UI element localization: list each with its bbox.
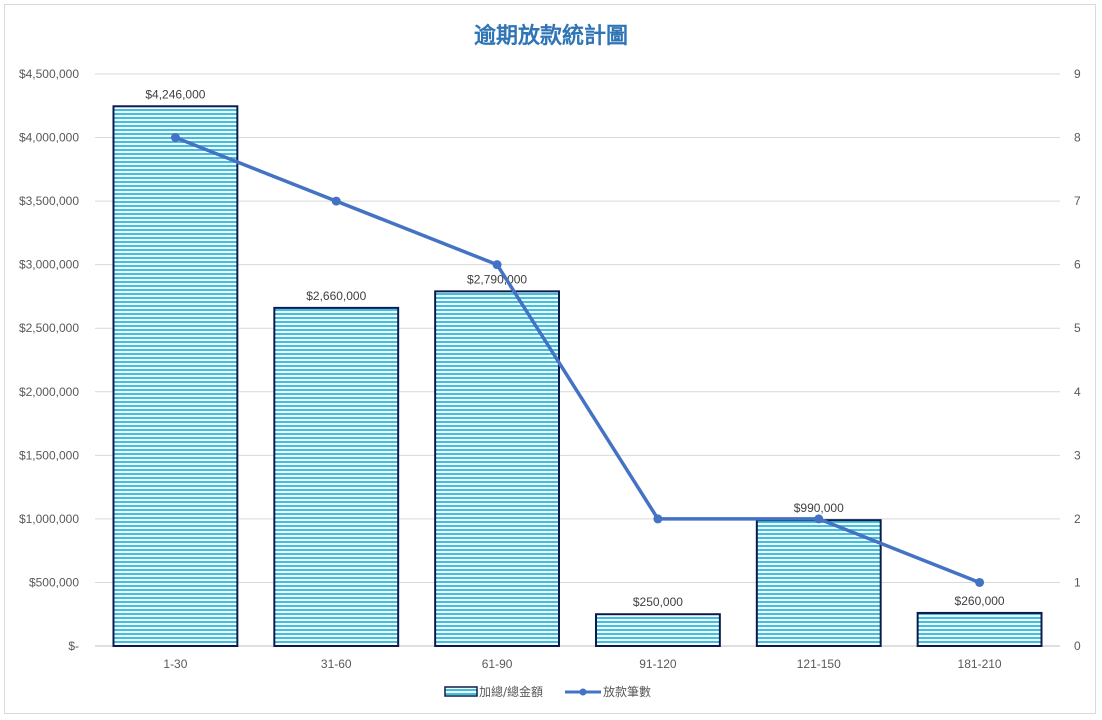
left-tick-label: $1,000,000: [19, 512, 79, 526]
left-tick-label: $4,500,000: [19, 67, 79, 81]
line-path: [173, 135, 982, 585]
left-tick-label: $3,500,000: [19, 194, 79, 208]
bar-value-label: $2,660,000: [306, 289, 366, 303]
right-tick-label: 1: [1074, 575, 1081, 589]
bar: [273, 306, 400, 647]
bar-series: [112, 105, 1043, 648]
category-label: 121-150: [797, 657, 841, 671]
left-tick-label: $4,000,000: [19, 131, 79, 145]
bar-value-label: $250,000: [633, 595, 683, 609]
left-tick-label: $2,500,000: [19, 321, 79, 335]
left-axis-ticks: $- $500,000 $1,000,000 $1,500,000 $2,000,000…: [19, 67, 79, 653]
category-axis-labels: 1-30 31-60 61-90 91-120 121-150 181-210: [163, 657, 1002, 671]
right-tick-label: 8: [1074, 131, 1081, 145]
legend-line-label: 放款筆數: [603, 684, 651, 699]
bar: [112, 105, 239, 648]
right-tick-label: 6: [1074, 258, 1081, 272]
line-point: [975, 577, 985, 587]
bar: [916, 611, 1043, 647]
bar-value-label: $260,000: [955, 594, 1005, 608]
category-label: 61-90: [482, 657, 513, 671]
chart-frame: 逾期放款統計圖 $- $500,000 $1,000,000 $1,500,000 $2…: [4, 4, 1096, 714]
category-label: 181-210: [958, 657, 1002, 671]
legend: 加總/總金額 放款筆數: [444, 684, 651, 699]
right-tick-label: 3: [1074, 448, 1081, 462]
line-point: [331, 196, 341, 206]
bar-data-labels: $4,246,000 $2,660,000 $2,790,000 $250,000 $9…: [145, 87, 1005, 609]
bar-value-label: $2,790,000: [467, 272, 527, 286]
right-tick-label: 2: [1074, 512, 1081, 526]
bar-value-label: $4,246,000: [145, 87, 205, 101]
legend-line-marker: [579, 688, 587, 696]
category-label: 1-30: [163, 657, 187, 671]
line-point: [170, 133, 180, 143]
line-point: [492, 260, 502, 270]
legend-bar-swatch: [444, 686, 478, 697]
right-axis-ticks: 0 1 2 3 4 5 6 7 8 9: [1074, 67, 1081, 653]
chart-title: 逾期放款統計圖: [474, 23, 628, 49]
left-tick-label: $3,000,000: [19, 258, 79, 272]
left-tick-label: $1,500,000: [19, 448, 79, 462]
right-tick-label: 0: [1074, 639, 1081, 653]
bar: [594, 613, 721, 648]
right-tick-label: 9: [1074, 67, 1081, 81]
right-tick-label: 4: [1074, 385, 1081, 399]
category-label: 31-60: [321, 657, 352, 671]
left-tick-label: $2,000,000: [19, 385, 79, 399]
category-label: 91-120: [639, 657, 677, 671]
left-tick-label: $-: [68, 639, 79, 653]
gridlines: [95, 73, 1060, 647]
left-tick-label: $500,000: [29, 575, 79, 589]
legend-bar-label: 加總/總金額: [479, 684, 543, 699]
line-point: [814, 514, 824, 524]
bar: [755, 519, 882, 647]
right-tick-label: 7: [1074, 194, 1081, 208]
bar: [434, 290, 561, 647]
right-tick-label: 5: [1074, 321, 1081, 335]
bar-value-label: $990,000: [794, 501, 844, 515]
overdue-loan-chart: 逾期放款統計圖 $- $500,000 $1,000,000 $1,500,000 $2…: [19, 23, 1081, 699]
line-point: [653, 514, 663, 524]
line-series: [170, 133, 985, 587]
